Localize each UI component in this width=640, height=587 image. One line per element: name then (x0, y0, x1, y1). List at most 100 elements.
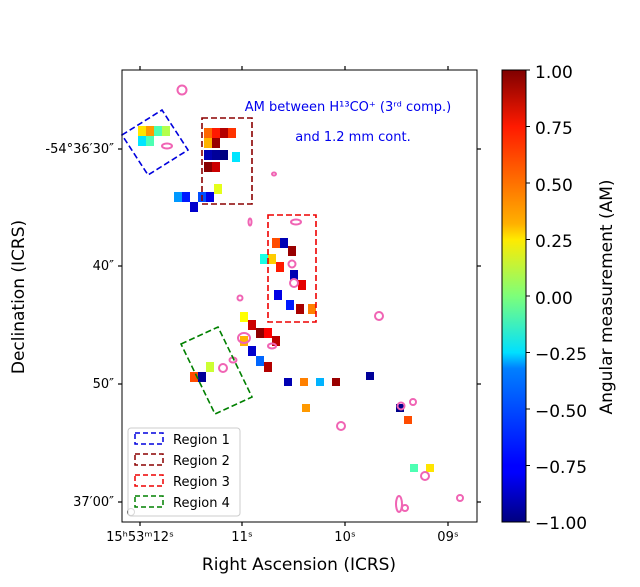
am-pixel (204, 162, 212, 172)
region-4-box (179, 325, 254, 416)
am-pixel (298, 280, 306, 290)
colorbar-tick-label: −0.25 (535, 345, 587, 365)
x-tick-label: 09ˢ (437, 530, 459, 545)
am-pixel (256, 328, 264, 338)
am-pixel (248, 320, 256, 330)
legend-swatch-region-4 (134, 495, 164, 508)
x-tick-label: 15ʰ53ᵐ12ˢ (106, 530, 174, 545)
am-pixel (286, 300, 294, 310)
am-pixel (332, 378, 340, 386)
am-pixel (276, 262, 284, 272)
contour-ring (374, 311, 384, 321)
am-pixel (268, 254, 276, 264)
contour-ring (420, 471, 430, 481)
am-pixel (228, 128, 236, 138)
am-pixel (288, 246, 296, 256)
am-pixel (256, 356, 264, 366)
contour-ring (218, 363, 228, 373)
contour-ring (267, 342, 277, 350)
am-pixel (212, 128, 220, 138)
region-1-box (120, 108, 190, 177)
am-pixel (308, 304, 316, 314)
contour-ring (409, 398, 417, 406)
am-pixel (154, 126, 162, 136)
legend-frame (127, 427, 241, 517)
am-pixel (300, 378, 308, 386)
region-boxes (120, 108, 317, 416)
contour-ring (456, 494, 464, 502)
am-pixel (410, 464, 418, 472)
contour-ring (271, 171, 277, 177)
am-pixel (232, 152, 240, 162)
am-pixel (138, 136, 146, 146)
am-pixel (214, 184, 222, 194)
colorbar-tick-label: −1.00 (535, 514, 587, 534)
contour-ring (287, 259, 297, 269)
x-tick-label: 10ˢ (334, 530, 356, 545)
am-pixel (190, 202, 198, 212)
am-heatmap (138, 126, 434, 472)
am-pixel (404, 416, 412, 424)
colorbar-tick-label: 0.50 (535, 176, 573, 196)
contour-ring (290, 218, 302, 226)
colorbar-tick-label: 0.75 (535, 119, 573, 139)
am-pixel (212, 162, 220, 172)
legend-label-region-1: Region 1 (173, 433, 230, 448)
x-axis-title: Right Ascension (ICRS) (202, 555, 396, 575)
am-pixel (162, 126, 170, 136)
am-pixel (260, 254, 268, 264)
colorbar-tick-label: 1.00 (535, 63, 573, 83)
continuum-contours (161, 84, 464, 513)
am-pixel (198, 372, 206, 382)
colorbar-tick-label: −0.75 (535, 458, 587, 478)
contour-ring (396, 401, 406, 411)
legend-label-region-4: Region 4 (173, 496, 230, 511)
legend-swatch-region-1 (134, 432, 164, 445)
am-pixel (146, 126, 154, 136)
am-pixel (274, 290, 282, 300)
contour-ring (236, 294, 244, 302)
contour-ring (289, 278, 299, 288)
am-pixel (206, 192, 214, 202)
am-pixel (272, 336, 280, 346)
y-axis-title: Declination (ICRS) (9, 220, 29, 374)
am-pixel (248, 346, 256, 356)
colorbar (501, 69, 527, 523)
colorbar-ticks (526, 69, 530, 523)
am-pixel (190, 372, 198, 382)
contour-ring (247, 217, 253, 227)
am-pixel (174, 192, 182, 202)
am-pixel (426, 464, 434, 472)
contour-ring (161, 142, 173, 150)
am-pixel (302, 404, 310, 412)
am-pixel (396, 404, 404, 412)
am-pixel (284, 378, 292, 386)
am-pixel (280, 238, 288, 248)
y-tick-label: -54°36′30″ (45, 142, 114, 157)
colorbar-title: Angular measurement (AM) (597, 179, 617, 414)
am-pixel (240, 336, 248, 346)
contour-ring (395, 495, 403, 513)
colorbar-tick-label: −0.50 (535, 402, 587, 422)
contour-ring (401, 504, 409, 512)
am-pixel (290, 270, 298, 280)
am-pixel (146, 136, 154, 146)
am-pixel (240, 312, 248, 322)
legend-label-region-3: Region 3 (173, 475, 230, 490)
region-3-box (267, 214, 317, 323)
legend-label-region-2: Region 2 (173, 454, 230, 469)
am-pixel (204, 138, 212, 148)
contour-ring (176, 84, 188, 96)
am-pixel (220, 150, 228, 160)
contour-ring (237, 332, 251, 344)
annotation-line-1: AM between H¹³CO⁺ (3ʳᵈ comp.) (245, 100, 451, 115)
contour-ring (336, 421, 346, 431)
am-pixel (212, 150, 220, 160)
am-pixel (296, 304, 304, 314)
am-pixel (366, 372, 374, 380)
legend-swatch-region-2 (134, 453, 164, 466)
region-2-box (201, 117, 253, 205)
am-pixel (182, 192, 190, 202)
am-pixel (264, 362, 272, 372)
